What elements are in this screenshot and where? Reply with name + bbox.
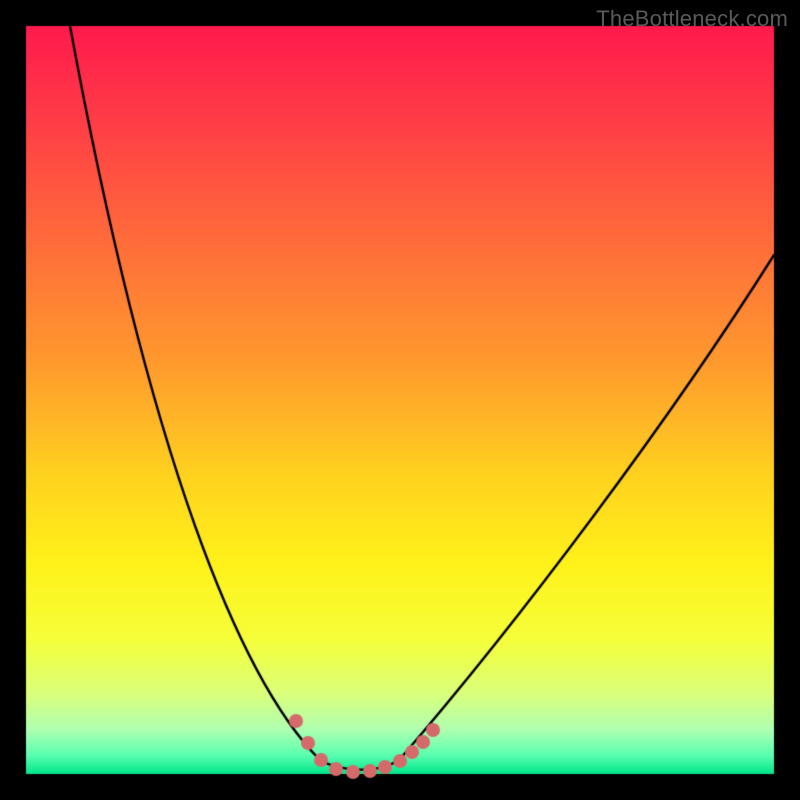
watermark-text: TheBottleneck.com [596,6,788,32]
bottleneck-chart-canvas [0,0,800,800]
